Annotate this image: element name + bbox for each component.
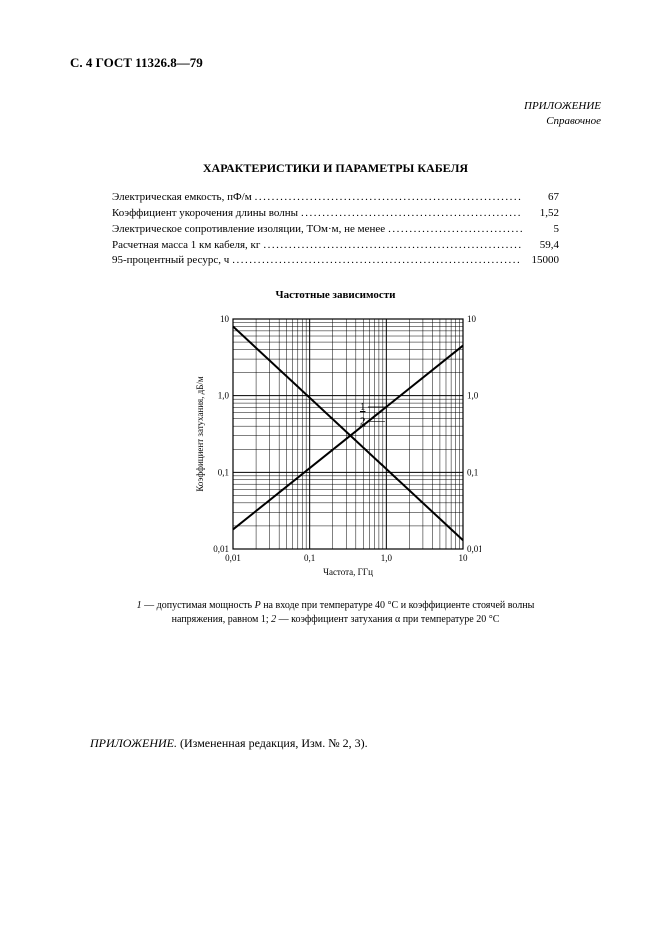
param-dots [255, 190, 522, 206]
footer-note: ПРИЛОЖЕНИЕ. (Измененная редакция, Изм. №… [90, 736, 601, 751]
param-label: Электрическое сопротивление изоляции, ТО… [112, 222, 385, 238]
svg-text:0,1: 0,1 [217, 468, 228, 478]
caption-2: — коэффициент затухания α при температур… [276, 614, 499, 625]
param-value: 59,4 [525, 238, 559, 254]
svg-text:10: 10 [458, 553, 468, 563]
svg-text:0,01: 0,01 [467, 544, 481, 554]
param-value: 1,52 [525, 206, 559, 222]
appendix-block: ПРИЛОЖЕНИЕ Справочное [70, 99, 601, 129]
caption-1a: — допустимая мощность [142, 600, 255, 611]
svg-text:2: 2 [359, 416, 365, 428]
param-value: 67 [525, 190, 559, 206]
footer-em: ПРИЛОЖЕНИЕ. [90, 736, 177, 750]
page-header: С. 4 ГОСТ 11326.8—79 [70, 55, 601, 71]
chart-svg: 120,010,11,0100,010,11,0100,010,11,010Ча… [191, 309, 481, 589]
param-row: Расчетная масса 1 км кабеля, кг 59,4 [112, 238, 559, 254]
param-label: 95-процентный ресурс, ч [112, 253, 229, 269]
svg-text:0,1: 0,1 [467, 468, 478, 478]
svg-text:0,01: 0,01 [225, 553, 241, 563]
param-dots [263, 238, 522, 254]
param-label: Электрическая емкость, пФ/м [112, 190, 252, 206]
param-dots [388, 222, 522, 238]
svg-text:Частота, ГГц: Частота, ГГц [323, 567, 373, 577]
param-label: Расчетная масса 1 км кабеля, кг [112, 238, 260, 254]
param-dots [232, 253, 522, 269]
svg-text:10: 10 [467, 314, 477, 324]
param-row: 95-процентный ресурс, ч 15000 [112, 253, 559, 269]
param-dots [301, 206, 522, 222]
section-title: ХАРАКТЕРИСТИКИ И ПАРАМЕТРЫ КАБЕЛЯ [70, 161, 601, 176]
svg-text:0,01: 0,01 [213, 544, 229, 554]
param-row: Электрическое сопротивление изоляции, ТО… [112, 222, 559, 238]
footer-rest: (Измененная редакция, Изм. № 2, 3). [177, 736, 368, 750]
svg-text:1: 1 [359, 401, 365, 413]
param-label: Коэффициент укорочения длины волны [112, 206, 298, 222]
param-row: Коэффициент укорочения длины волны 1,52 [112, 206, 559, 222]
appendix-line2: Справочное [70, 114, 601, 129]
params-list: Электрическая емкость, пФ/м 67 Коэффицие… [112, 190, 559, 270]
param-row: Электрическая емкость, пФ/м 67 [112, 190, 559, 206]
svg-text:Коэффициент затухания, дБ/м: Коэффициент затухания, дБ/м [195, 376, 205, 492]
chart-subheading: Частотные зависимости [70, 289, 601, 301]
svg-text:1,0: 1,0 [380, 553, 392, 563]
svg-text:10: 10 [220, 314, 230, 324]
svg-text:0,1: 0,1 [304, 553, 315, 563]
svg-text:1,0: 1,0 [217, 391, 229, 401]
chart: 120,010,11,0100,010,11,0100,010,11,010Ча… [191, 309, 481, 589]
param-value: 15000 [525, 253, 559, 269]
chart-caption: 1 — допустимая мощность P на входе при т… [120, 599, 551, 626]
appendix-line1: ПРИЛОЖЕНИЕ [70, 99, 601, 114]
svg-text:1,0: 1,0 [467, 391, 479, 401]
param-value: 5 [525, 222, 559, 238]
